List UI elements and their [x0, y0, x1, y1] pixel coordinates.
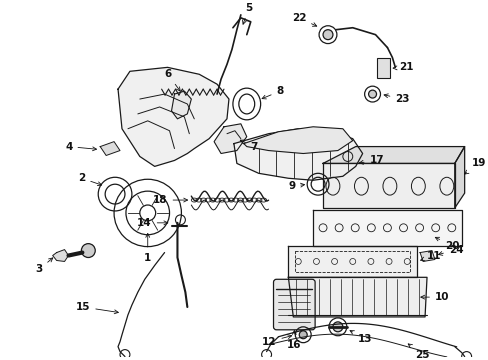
- Polygon shape: [288, 246, 416, 277]
- Text: 19: 19: [464, 158, 485, 174]
- Polygon shape: [419, 251, 434, 261]
- Text: 6: 6: [164, 69, 180, 91]
- Text: 20: 20: [434, 237, 458, 251]
- Polygon shape: [118, 67, 228, 166]
- Text: 14: 14: [137, 218, 167, 228]
- Text: 7: 7: [240, 140, 258, 152]
- Text: 22: 22: [291, 13, 316, 26]
- Text: 13: 13: [349, 330, 371, 344]
- Text: 15: 15: [76, 302, 118, 314]
- Text: 4: 4: [65, 141, 96, 152]
- Text: 2: 2: [78, 173, 102, 186]
- Circle shape: [81, 244, 95, 257]
- Text: 10: 10: [420, 292, 448, 302]
- Text: 23: 23: [383, 94, 409, 104]
- Text: 24: 24: [438, 244, 463, 255]
- Polygon shape: [171, 91, 191, 119]
- Text: 12: 12: [262, 335, 291, 347]
- Text: 17: 17: [359, 156, 384, 166]
- Circle shape: [323, 30, 332, 40]
- Polygon shape: [244, 127, 352, 153]
- Circle shape: [299, 331, 306, 339]
- Text: 5: 5: [242, 3, 252, 24]
- Polygon shape: [214, 124, 246, 153]
- Text: 9: 9: [287, 181, 304, 191]
- Polygon shape: [53, 249, 68, 261]
- Text: 3: 3: [36, 258, 53, 274]
- Polygon shape: [312, 210, 461, 246]
- Text: 21: 21: [392, 62, 413, 72]
- Circle shape: [332, 322, 342, 332]
- Polygon shape: [233, 129, 362, 180]
- Text: 1: 1: [144, 234, 151, 262]
- Text: 18: 18: [153, 195, 187, 205]
- Text: 25: 25: [407, 344, 429, 360]
- Circle shape: [368, 90, 376, 98]
- Text: 8: 8: [262, 86, 283, 99]
- Text: 16: 16: [286, 330, 301, 350]
- Polygon shape: [100, 141, 120, 156]
- Polygon shape: [454, 147, 464, 208]
- FancyBboxPatch shape: [376, 58, 389, 78]
- Polygon shape: [288, 277, 426, 317]
- FancyBboxPatch shape: [273, 279, 314, 330]
- Text: 11: 11: [420, 251, 441, 261]
- Polygon shape: [323, 147, 464, 163]
- Polygon shape: [323, 163, 454, 208]
